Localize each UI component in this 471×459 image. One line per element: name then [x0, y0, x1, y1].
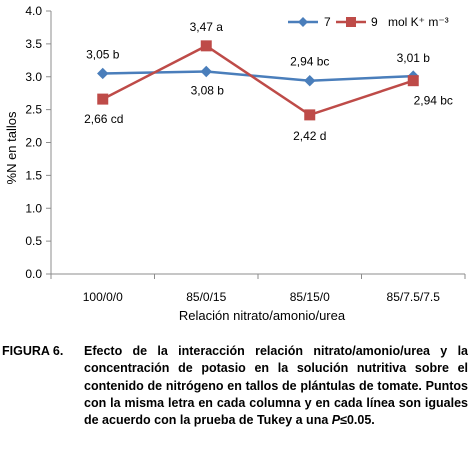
data-point-marker: [200, 65, 212, 78]
y-tick-label: 4.0: [25, 4, 42, 18]
legend-marker-series-9: [346, 17, 356, 27]
x-tick-label: 85/15/0: [290, 290, 330, 304]
data-point-marker: [304, 74, 316, 87]
caption-text-end: ≤0.05.: [340, 413, 375, 428]
y-tick-label: 2.0: [25, 136, 42, 150]
y-axis: 0.0 0.5 1.0 1.5 2.0 2.5 3.0 3.5 4.0: [25, 4, 52, 281]
data-point-marker: [97, 67, 109, 80]
x-axis: 100/0/0 85/0/15 85/15/0 85/7.5/7.5: [50, 273, 466, 304]
x-axis-title: Relación nitrato/amonio/urea: [179, 308, 346, 323]
caption-text-main: Efecto de la interacción relación nitrat…: [84, 344, 468, 428]
data-label: 3,47 a: [190, 20, 224, 34]
data-point-marker: [407, 75, 419, 87]
figure-caption: FIGURA 6. Efecto de la interacción relac…: [2, 343, 468, 429]
x-tick-label: 85/0/15: [186, 290, 226, 304]
series-group: 3,05 b 3,08 b 2,94 bc 3,01 b 2,66 cd 3,47 a 2,…: [84, 20, 453, 143]
caption-label: FIGURA 6.: [2, 344, 64, 358]
y-tick-label: 0.5: [25, 234, 42, 248]
y-tick-label: 3.5: [25, 37, 42, 51]
data-label: 2,94 bc: [290, 55, 329, 69]
data-point-marker: [304, 109, 316, 121]
data-label: 2,42 d: [293, 129, 326, 143]
data-point-marker: [97, 93, 109, 105]
caption-p-symbol: P: [331, 413, 341, 428]
legend-unit-label: mol K⁺ m⁻³: [388, 15, 449, 29]
data-label: 2,94 bc: [414, 94, 453, 108]
data-label: 3,08 b: [191, 83, 225, 97]
data-point-marker: [200, 40, 212, 52]
series-line-9: [102, 44, 414, 117]
y-axis-title: %N en tallos: [4, 111, 19, 184]
data-label: 3,01 b: [397, 51, 431, 65]
x-tick-label: 100/0/0: [83, 290, 123, 304]
y-tick-label: 3.0: [25, 70, 42, 84]
legend: 7 9 mol K⁺ m⁻³: [288, 15, 449, 29]
y-tick-label: 1.0: [25, 201, 42, 215]
y-tick-label: 1.5: [25, 168, 42, 182]
legend-label-series-9: 9: [371, 15, 378, 29]
legend-marker-series-7: [298, 17, 308, 27]
line-chart: 0.0 0.5 1.0 1.5 2.0 2.5 3.0 3.5 4.0 100/0/0 85/0/…: [4, 4, 466, 323]
y-tick-label: 0.0: [25, 267, 42, 281]
legend-label-series-7: 7: [324, 15, 331, 29]
data-label: 2,66 cd: [84, 112, 123, 126]
x-tick-label: 85/7.5/7.5: [387, 290, 441, 304]
y-tick-label: 2.5: [25, 103, 42, 117]
caption-text: Efecto de la interacción relación nitrat…: [84, 343, 468, 429]
data-label: 3,05 b: [86, 47, 120, 61]
